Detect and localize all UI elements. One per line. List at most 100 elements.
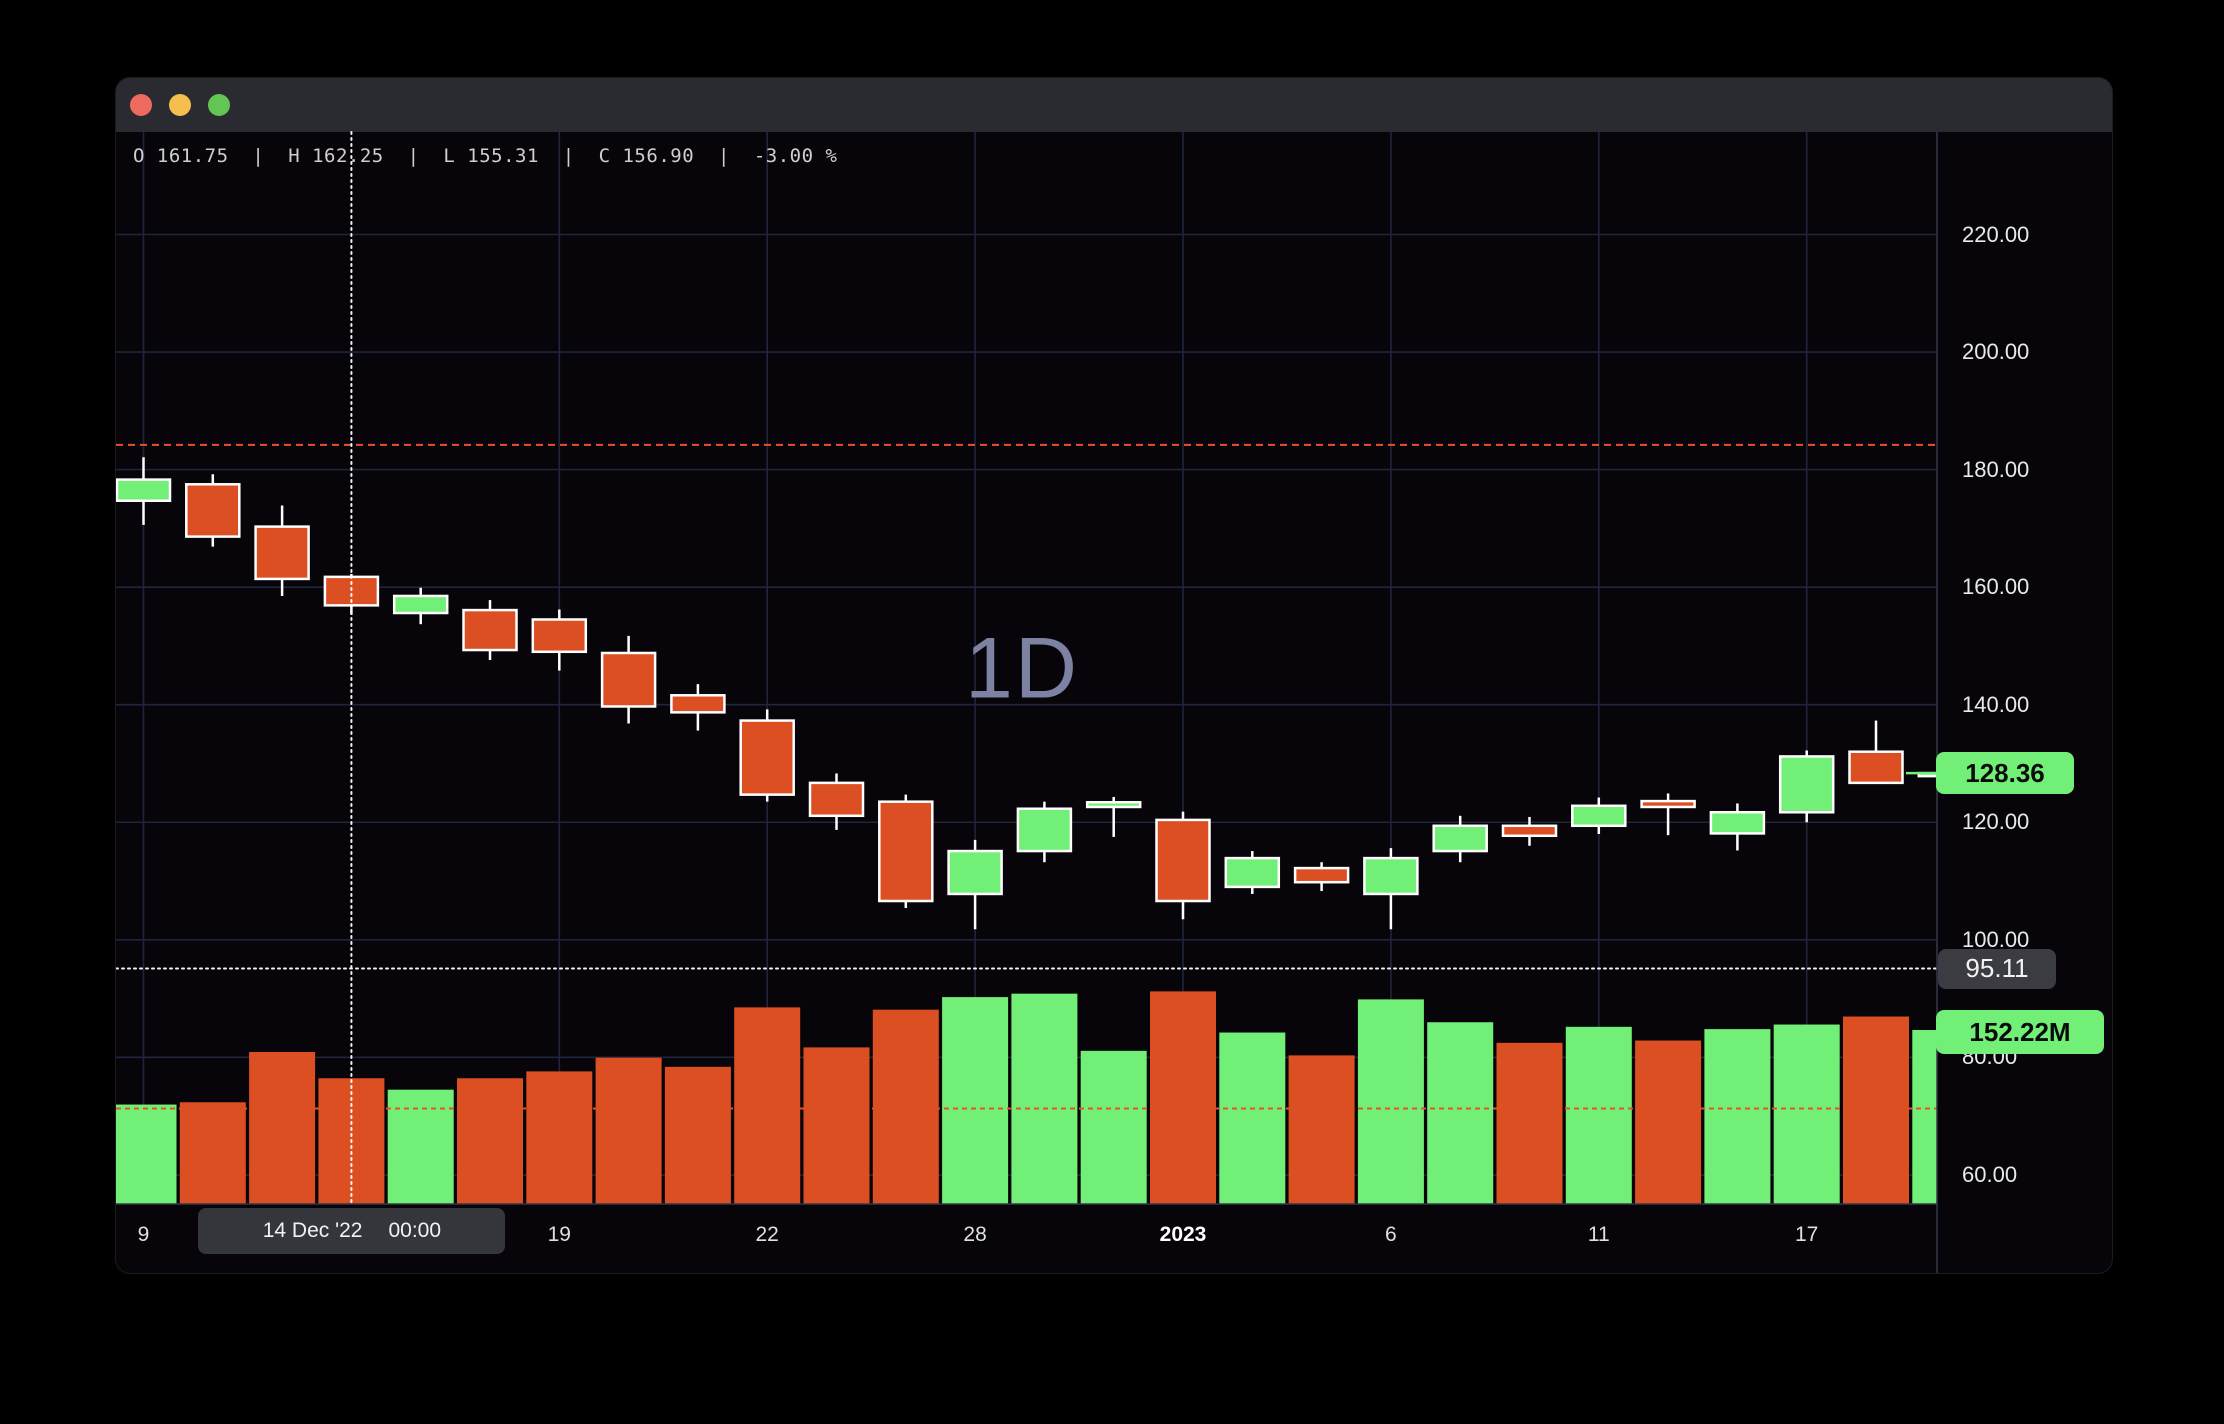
candle-body — [1293, 866, 1350, 884]
candle-up — [1571, 797, 1627, 835]
price-tick-label: 100.00 — [1962, 926, 2030, 952]
candle-body — [947, 849, 1003, 896]
ohlc-legend: O 161.75 | H 162.25 | L 155.31 | C 156.9… — [133, 145, 838, 167]
volume-bar — [1496, 1042, 1563, 1204]
candle-down — [878, 794, 934, 909]
volume-bar — [387, 1089, 454, 1204]
price-tick-label: 140.00 — [1962, 691, 2030, 717]
candle-up — [116, 457, 172, 525]
candle-body — [670, 694, 726, 714]
volume-bar — [1843, 1016, 1909, 1204]
time-tick-label: 19 — [547, 1223, 571, 1246]
volume-bar — [1565, 1026, 1632, 1204]
candle-down — [1640, 793, 1696, 836]
volume-bar — [1150, 991, 1216, 1204]
candle-body — [254, 525, 310, 581]
candle-body — [462, 608, 518, 652]
volume-bar — [803, 1047, 870, 1204]
candle-body — [392, 594, 449, 615]
volume-bar — [116, 1104, 177, 1204]
volume-bar — [1219, 1032, 1286, 1204]
candle-down — [600, 635, 657, 724]
candle-up — [1085, 796, 1142, 837]
crosshair-price-badge: 95.11 — [1938, 948, 2056, 989]
candle-body — [1155, 818, 1211, 903]
candle-body — [878, 800, 934, 903]
volume-bar — [1773, 1024, 1840, 1204]
candle-body — [531, 618, 588, 654]
price-tick-label: 180.00 — [1962, 456, 2030, 482]
candle-down — [185, 474, 241, 547]
volume-bar — [1011, 993, 1078, 1204]
candle-up — [1432, 815, 1488, 863]
candle-down — [462, 600, 518, 661]
candle-up — [1363, 848, 1419, 930]
volume-bar — [1912, 1029, 1937, 1204]
candle-down — [808, 773, 865, 830]
candle-up — [1709, 803, 1766, 851]
candle-up — [392, 587, 449, 625]
candle-body — [808, 781, 865, 818]
candle-body — [1085, 801, 1142, 809]
volume-bar — [1357, 999, 1424, 1204]
time-tick-label: 2023 — [1159, 1223, 1207, 1246]
price-tick-label: 220.00 — [1962, 221, 2030, 247]
last-price-badge: 128.36 — [1936, 752, 2074, 795]
candle-body — [1848, 750, 1904, 785]
interval-watermark: 1D — [965, 620, 1079, 717]
candle-up — [947, 839, 1003, 930]
zoom-window-button[interactable] — [208, 94, 230, 116]
candle-body — [1778, 755, 1835, 814]
candle-down — [1848, 720, 1904, 785]
volume-bar — [1704, 1029, 1771, 1204]
crosshair-time: 00:00 — [388, 1219, 442, 1242]
crosshair-time-badge: 14 Dec '22 00:00 — [198, 1208, 506, 1254]
window-titlebar[interactable] — [116, 78, 2112, 132]
chart-window: 1D O 161.75 | H 162.25 | L 155.31 | C 15… — [116, 78, 2112, 1273]
candle-down — [1293, 862, 1350, 892]
volume-bar — [526, 1071, 593, 1204]
price-tick-label: 200.00 — [1962, 339, 2030, 365]
last-price-value: 128.36 — [1965, 757, 2045, 788]
volume-bar — [1427, 1022, 1494, 1204]
volume-bar — [872, 1009, 939, 1204]
crosshair-price-value: 95.11 — [1965, 953, 2029, 984]
candle-down — [670, 684, 726, 731]
candle-up — [1016, 801, 1073, 863]
last-volume-value: 152.22M — [1969, 1016, 2071, 1047]
candle-body — [1224, 856, 1281, 889]
candle-body — [1501, 824, 1558, 838]
candle-body — [1016, 807, 1073, 853]
candle-up — [1917, 771, 1937, 778]
price-tick-label: 160.00 — [1962, 574, 2030, 600]
time-tick-label: 9 — [137, 1223, 150, 1246]
volume-bar — [734, 1007, 801, 1204]
candle-body — [739, 719, 795, 796]
candle-down — [1155, 811, 1211, 920]
price-tick-label: 120.00 — [1962, 809, 2030, 835]
candle-body — [1709, 811, 1766, 835]
crosshair-date: 14 Dec '22 — [262, 1219, 363, 1242]
candles — [116, 457, 1937, 930]
volume-bar — [249, 1051, 316, 1204]
minimize-window-button[interactable] — [169, 94, 191, 116]
volume-bar — [457, 1078, 523, 1204]
last-volume-badge: 152.22M — [1936, 1010, 2104, 1054]
volume-bar — [1080, 1050, 1147, 1204]
chart-canvas[interactable] — [116, 78, 2112, 1273]
candle-down — [1501, 816, 1558, 846]
volume-bar — [1288, 1055, 1355, 1204]
crosshair — [116, 131, 1938, 1205]
candle-down — [531, 609, 588, 671]
volume-bar — [595, 1057, 662, 1204]
time-tick-label: 11 — [1587, 1223, 1610, 1246]
candle-body — [1432, 824, 1488, 853]
close-window-button[interactable] — [130, 94, 152, 116]
volume-bars-down — [179, 991, 1909, 1204]
candle-body — [185, 483, 241, 538]
candle-body — [1917, 771, 1937, 778]
candle-up — [1224, 851, 1281, 894]
candlestick-plot[interactable] — [116, 78, 2112, 1273]
candle-body — [1571, 804, 1627, 828]
